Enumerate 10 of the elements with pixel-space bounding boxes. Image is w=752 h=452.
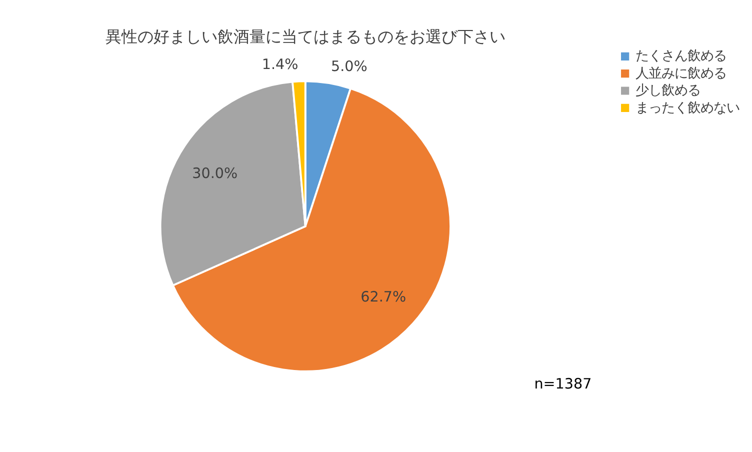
data-label: 62.7%: [360, 289, 406, 306]
legend-label: 人並みに飲める: [636, 66, 727, 82]
legend-label: 少し飲める: [636, 84, 701, 99]
data-label: 5.0%: [330, 58, 368, 75]
text: n=1387: [534, 376, 592, 393]
data-label: 30.0%: [192, 166, 238, 182]
legend-label: まったく飲めない: [636, 100, 740, 116]
chart-title: 異性の好ましい飲酒量に当てはまるものをお選び下さい: [105, 27, 506, 46]
data-label: 1.4%: [262, 56, 298, 73]
legend-label: たくさん飲める: [636, 49, 727, 64]
